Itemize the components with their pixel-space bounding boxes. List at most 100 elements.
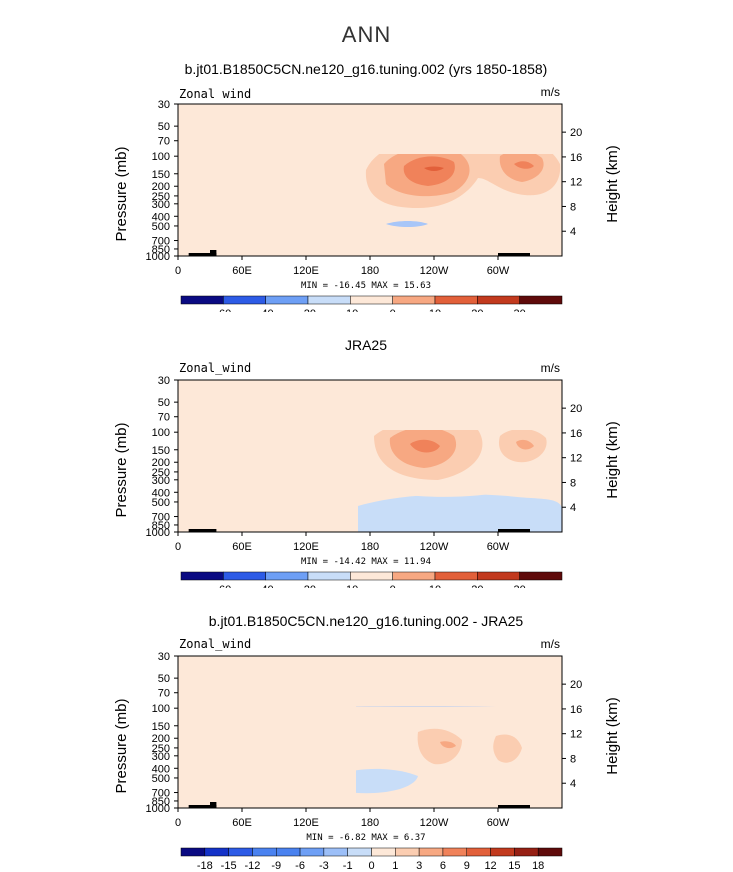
contour-region [356, 724, 365, 772]
y-tick-label: 70 [158, 136, 170, 148]
x-tick-label: 0 [175, 265, 181, 277]
panel-title: b.jt01.B1850C5CN.ne120_g16.tuning.002 - … [209, 613, 524, 629]
min-max-stats: MIN = -14.42 MAX = 11.94 [301, 557, 431, 567]
y-right-tick-label: 20 [570, 403, 582, 415]
colorbar-box [307, 295, 351, 305]
left-string: Zonal_wind [179, 361, 251, 375]
x-tick-label: 180 [361, 817, 379, 829]
colorbar-label: 3 [416, 860, 422, 872]
page-title: ANN [341, 22, 392, 47]
colorbar-label: -40 [258, 584, 274, 588]
colorbar-box [347, 847, 372, 857]
colorbar-label: 10 [429, 308, 441, 312]
y-tick-label: 300 [152, 751, 170, 763]
x-tick-label: 0 [175, 817, 181, 829]
x-tick-label: 60W [487, 265, 510, 277]
colorbar-box [223, 295, 266, 305]
contour-region [403, 156, 455, 186]
y-right-tick-label: 4 [570, 778, 576, 790]
colorbar-label: 6 [440, 860, 446, 872]
colorbar: -60 -40 -20 -10 0 10 20 30 [180, 295, 563, 312]
y-right-tick-label: 20 [570, 679, 582, 691]
y-axis-label: Pressure (mb) [113, 422, 130, 517]
colorbar-box [204, 847, 229, 857]
colorbar-label: -60 [215, 308, 231, 312]
contour-panel-jra25: JRA25 Zonal_wind m/s 3050701001502002503… [113, 337, 621, 588]
y-tick-label: 250 [152, 467, 170, 479]
y-right-tick-label: 8 [570, 753, 576, 765]
y-tick-label: 150 [152, 169, 170, 181]
topography-mask [498, 529, 530, 532]
colorbar-label: -15 [221, 860, 237, 872]
colorbar-label: 0 [368, 860, 374, 872]
colorbar-label: 20 [471, 308, 483, 312]
y-tick-label: 200 [152, 457, 170, 469]
x-tick-label: 120W [420, 265, 449, 277]
colorbar-label: 20 [471, 584, 483, 588]
panel-title: JRA25 [345, 337, 387, 353]
colorbar-box [265, 571, 309, 581]
y-tick-label: 100 [152, 427, 170, 439]
topography-mask [188, 529, 208, 532]
colorbar-label: 0 [390, 308, 396, 312]
x-tick-label: 60E [232, 541, 252, 553]
colorbar-label: -40 [258, 308, 274, 312]
x-tick-label: 180 [361, 265, 379, 277]
y-tick-label: 500 [152, 497, 170, 509]
y-tick-label: 500 [152, 221, 170, 233]
contour-region [440, 741, 456, 749]
y-right-tick-label: 16 [570, 428, 582, 440]
topography-mask [498, 253, 530, 256]
y-right-tick-label: 4 [570, 502, 576, 514]
colorbar-box [371, 847, 396, 857]
colorbar-box [276, 847, 301, 857]
right-string: m/s [541, 637, 560, 651]
colorbar-label: -1 [343, 860, 353, 872]
y-tick-label: 100 [152, 151, 170, 163]
y-tick-label: 850 [152, 796, 170, 808]
y-axis-label: Pressure (mb) [113, 146, 130, 241]
contour-region [386, 221, 428, 227]
x-tick-label: 60W [487, 541, 510, 553]
topography-mask [210, 802, 217, 808]
x-tick-label: 120E [293, 817, 319, 829]
x-tick-label: 120E [293, 541, 319, 553]
x-tick-label: 120W [420, 541, 449, 553]
y-right-tick-label: 8 [570, 201, 576, 213]
colorbar-label: -10 [342, 308, 358, 312]
colorbar-box [418, 847, 444, 857]
y-tick-label: 700 [152, 512, 170, 524]
x-tick-label: 120E [293, 265, 319, 277]
y-right-tick-label: 16 [570, 704, 582, 716]
left-string: Zonal_wind [179, 637, 251, 651]
right-string: m/s [541, 85, 560, 99]
colorbar-box [180, 847, 206, 857]
y-tick-label: 1000 [146, 803, 170, 815]
right-string: m/s [541, 361, 560, 375]
contour-region [516, 439, 534, 450]
y-axis-right-label: Height (km) [604, 145, 621, 223]
y-right-tick-label: 16 [570, 152, 582, 164]
y-axis-right-label: Height (km) [604, 697, 621, 775]
colorbar-box [323, 847, 348, 857]
colorbar-label: -60 [215, 584, 231, 588]
contour-region [410, 439, 440, 453]
colorbar-label: 0 [390, 584, 396, 588]
colorbar-label: 15 [508, 860, 520, 872]
y-tick-label: 1000 [146, 527, 170, 539]
y-right-tick-label: 12 [570, 177, 582, 189]
y-tick-label: 100 [152, 703, 170, 715]
colorbar-box [514, 847, 539, 857]
min-max-stats: MIN = -6.82 MAX = 6.37 [306, 833, 425, 843]
y-right-tick-label: 12 [570, 453, 582, 465]
colorbar-box [519, 295, 563, 305]
y-tick-label: 150 [152, 721, 170, 733]
y-tick-label: 400 [152, 487, 170, 499]
colorbar-box [490, 847, 515, 857]
colorbar: -18 -15 -12 -9 -6 -3 -1 0 1 3 6 9 12 15 18 [180, 847, 563, 872]
x-tick-label: 120W [420, 817, 449, 829]
x-tick-label: 0 [175, 541, 181, 553]
colorbar-label: -10 [342, 584, 358, 588]
